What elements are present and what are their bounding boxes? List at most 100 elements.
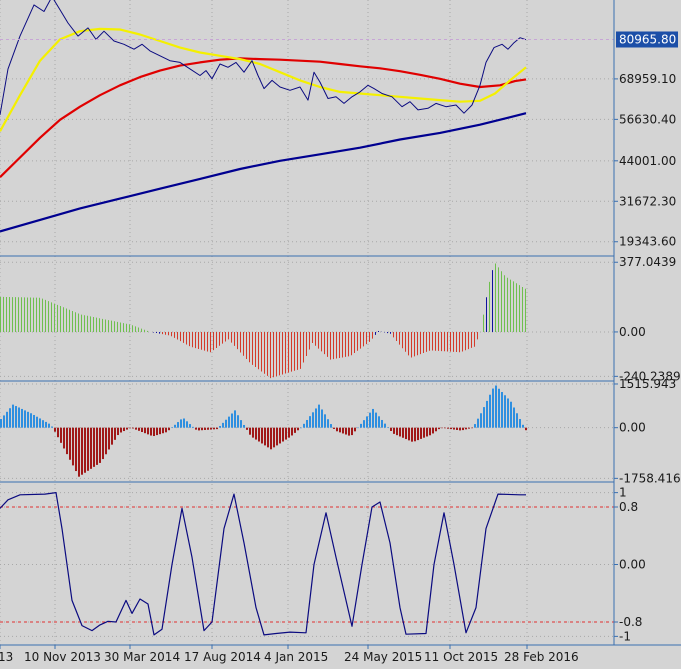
ma_slow-series-line	[0, 112, 527, 233]
time-axis-label: 11 Oct 2015	[424, 650, 498, 664]
axis-tick-label: 56630.40	[619, 112, 676, 126]
oscillator-bar	[423, 427, 425, 438]
oscillator-bar	[261, 427, 263, 444]
oscillator-bar	[483, 407, 485, 428]
oscillator-bar	[393, 427, 395, 434]
oscillator-bar	[411, 427, 413, 442]
oscillator-bar	[120, 427, 122, 433]
oscillator-bar	[306, 419, 308, 428]
oscillator-bar	[354, 427, 356, 432]
oscillator-bar	[447, 427, 449, 429]
oscillator-bar	[180, 419, 182, 428]
oscillator-bar	[522, 424, 524, 428]
oscillator-bar	[141, 427, 143, 432]
oscillator-bar	[174, 424, 176, 428]
oscillator-bar	[84, 427, 86, 473]
oscillator-bar	[324, 414, 326, 428]
oscillator-bar	[99, 427, 101, 463]
oscillator-bar	[243, 424, 245, 428]
oscillator-bar	[369, 412, 371, 428]
oscillator-bar	[348, 427, 350, 436]
oscillator-bar	[297, 427, 299, 431]
oscillator-bar	[465, 427, 467, 430]
oscillator-bar	[138, 427, 140, 431]
grid-layer	[0, 0, 614, 645]
oscillator-bar	[186, 421, 188, 428]
oscillator-bar	[408, 427, 410, 441]
oscillator-bar	[48, 423, 50, 428]
oscillator-bar	[90, 427, 92, 469]
time-axis-label: 17 Aug 2014	[184, 650, 261, 664]
oscillator-bar	[426, 427, 428, 437]
oscillator-bar	[360, 423, 362, 428]
labels-layer: 68959.10 56630.40 44001.00 31672.30 19343.60…	[0, 31, 681, 664]
oscillator-bar	[387, 427, 389, 428]
oscillator-bar	[417, 427, 419, 441]
oscillator-bar	[135, 427, 137, 430]
oscillator-bar	[435, 427, 437, 432]
oscillator-bar	[240, 420, 242, 428]
oscillator-bar	[414, 427, 416, 442]
oscillator-bar	[168, 427, 170, 431]
oscillator-bar	[207, 427, 209, 430]
oscillator-bar	[234, 410, 236, 428]
oscillator-bar	[204, 427, 206, 430]
oscillator-bar	[525, 427, 527, 431]
oscillator-bar	[231, 413, 233, 428]
oscillator-bar	[27, 411, 29, 428]
oscillator-bar	[216, 427, 218, 430]
oscillator-bar	[267, 427, 269, 448]
oscillator-bar	[6, 411, 8, 428]
oscillator-bar	[288, 427, 290, 438]
time-axis-label: 13	[0, 650, 13, 664]
oscillator-bar	[57, 427, 59, 438]
oscillator-bar	[366, 416, 368, 428]
oscillator-bar	[42, 420, 44, 428]
oscillator-bar	[33, 414, 35, 428]
oscillator-bar	[390, 427, 392, 431]
oscillator-bar	[378, 416, 380, 428]
oscillator-bar	[333, 427, 335, 429]
time-axis-label: 4 Jan 2015	[264, 650, 328, 664]
stochastic-line	[0, 492, 526, 636]
oscillator-bar	[150, 427, 152, 436]
oscillator-bar	[480, 413, 482, 428]
ma_mid-series-line	[0, 57, 527, 178]
frame-layer	[0, 0, 681, 646]
oscillator-bar	[66, 427, 68, 455]
oscillator-bar	[114, 427, 116, 440]
oscillator-bar	[279, 427, 281, 444]
oscillator-bar	[291, 427, 293, 436]
oscillator-bar	[327, 419, 329, 428]
oscillator-bar	[318, 404, 320, 428]
oscillator-bar	[192, 426, 194, 428]
oscillator-bar	[21, 408, 23, 428]
oscillator-bar	[0, 419, 2, 428]
axis-tick-label: 19343.60	[619, 235, 676, 249]
oscillator-bar	[513, 407, 515, 428]
oscillator-bar	[486, 400, 488, 428]
oscillator-bar	[96, 427, 98, 465]
current-value-badge	[616, 31, 678, 48]
oscillator-bar	[210, 427, 212, 430]
oscillator-bar	[450, 427, 452, 430]
oscillator-bar	[510, 401, 512, 428]
oscillator-bar	[402, 427, 404, 438]
oscillator-bar	[321, 409, 323, 428]
oscillator-bar	[381, 419, 383, 428]
axis-tick-label: 1515.943	[619, 377, 676, 391]
oscillator-bar	[264, 427, 266, 446]
oscillator-bar	[246, 427, 248, 430]
oscillator-bar	[474, 424, 476, 428]
oscillator-bar	[123, 427, 125, 432]
plot-layer	[0, 0, 614, 636]
oscillator-bar	[201, 427, 203, 431]
oscillator-bar	[372, 408, 374, 428]
oscillator-bar	[117, 427, 119, 436]
oscillator-bar	[438, 427, 440, 430]
oscillator-bar	[420, 427, 422, 439]
oscillator-bar	[252, 427, 254, 438]
oscillator-bar	[153, 427, 155, 437]
oscillator-bar	[444, 427, 446, 429]
oscillator-bar	[81, 427, 83, 475]
